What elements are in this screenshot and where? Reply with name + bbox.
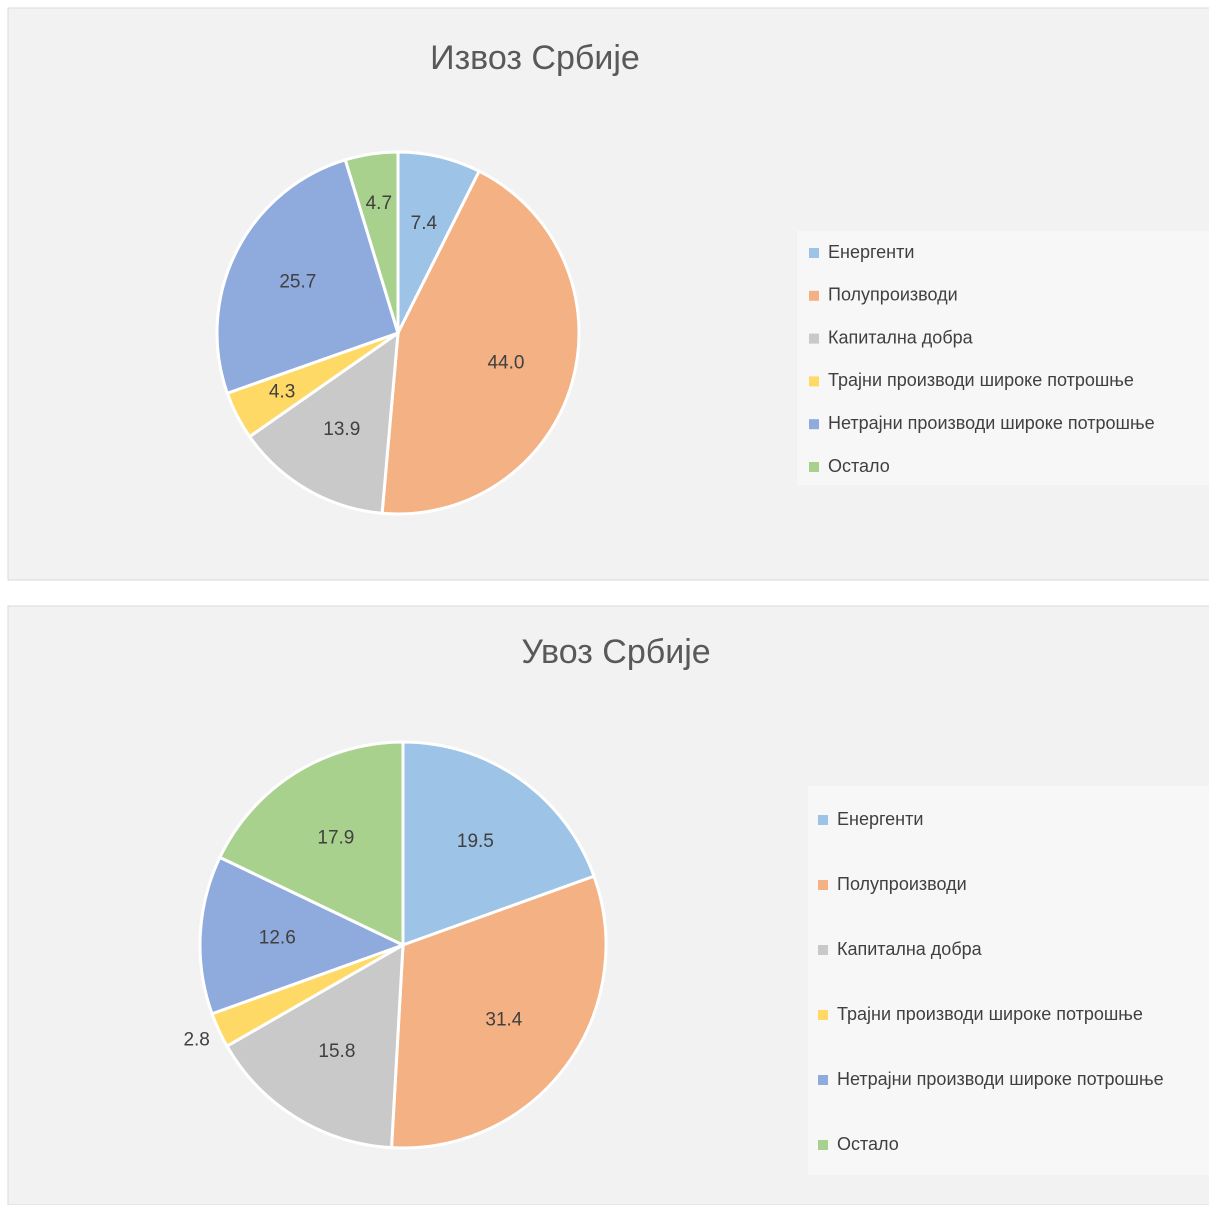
pie-slice (401, 740, 596, 948)
legend-label: Полупроизводи (837, 874, 967, 894)
legend-swatch (809, 462, 819, 472)
legend-label: Трајни производи широке потрошње (837, 1004, 1143, 1024)
legend-swatch (818, 1075, 828, 1085)
legend-label: Нетрајни производи широке потрошње (828, 413, 1155, 433)
legend-label: Капитална добра (837, 939, 983, 959)
pie-slice (215, 157, 400, 396)
legend-box (808, 786, 1209, 1175)
data-label: 13.9 (323, 419, 360, 440)
legend-swatch (809, 248, 819, 258)
data-label: 25.7 (279, 271, 316, 292)
data-label: 31.4 (485, 1009, 522, 1030)
legend-swatch (818, 945, 828, 955)
pie-slice (343, 150, 400, 334)
legend-swatch (809, 419, 819, 430)
data-label: 7.4 (411, 213, 438, 234)
legend-swatch (809, 376, 819, 387)
legend-swatch (818, 815, 828, 825)
data-label: 15.8 (318, 1041, 355, 1062)
legend-label: Остало (837, 1134, 899, 1154)
pie-slice (380, 169, 581, 516)
legend-swatch (818, 880, 828, 890)
pie-slice (198, 855, 407, 1016)
legend-label: Енергенти (837, 809, 923, 829)
pie-slice (247, 329, 400, 515)
legend-swatch (809, 290, 819, 301)
legend-label: Остало (828, 456, 890, 476)
legend-label: Нетрајни производи широке потрошње (837, 1069, 1164, 1089)
legend-label: Полупроизводи (828, 285, 958, 305)
legend-swatch (809, 333, 819, 344)
data-label: 19.5 (457, 831, 494, 852)
legend-label: Капитална добра (828, 327, 974, 347)
legend-swatch (818, 1140, 828, 1150)
pie-slice (389, 874, 608, 1150)
data-label: 44.0 (487, 353, 524, 374)
pie-slice (224, 942, 405, 1150)
data-label: 17.9 (317, 828, 354, 849)
data-label: 4.7 (366, 193, 392, 214)
legend-label: Трајни производи широке потрошње (828, 370, 1134, 390)
data-label: 12.6 (259, 928, 296, 949)
data-label: 4.3 (269, 382, 295, 403)
legend-label: Енергенти (828, 242, 914, 262)
chart-title: Извоз Србије (430, 39, 640, 77)
data-label: 2.8 (183, 1030, 209, 1051)
chart-title: Увоз Србије (521, 633, 710, 671)
legend-box (797, 231, 1209, 485)
pie-slice (217, 740, 405, 948)
legend-swatch (818, 1010, 828, 1020)
